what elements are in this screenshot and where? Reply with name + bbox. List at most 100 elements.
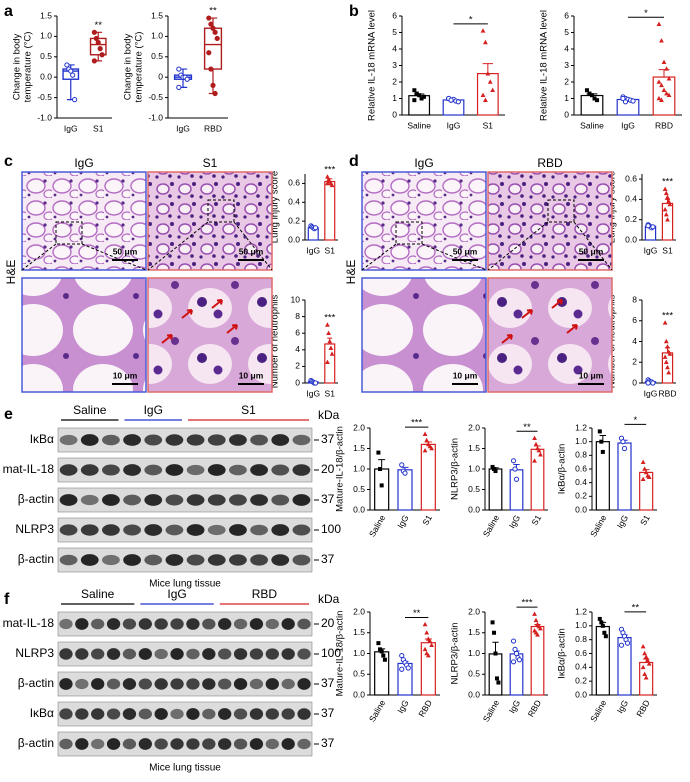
blot-band [102,464,120,476]
zoom-line [487,221,613,271]
point [492,467,497,471]
blot-band [80,524,99,536]
point [212,90,218,97]
x-tick-label: S1 [93,123,104,133]
point [327,338,333,344]
panel-letter: b [349,3,359,20]
point [184,76,190,82]
point [646,661,652,666]
point [640,664,646,670]
y-tick-label: 0 [295,377,300,387]
whisker [178,68,188,88]
point [417,93,422,98]
blot-band [106,618,121,630]
arrow [226,324,238,334]
y-tick-label: -0.5 [37,92,52,102]
y-tick-label: 8 [632,294,637,304]
y-tick-label: 0.6 [625,173,637,183]
blot-band [249,678,264,690]
blot-band [138,738,152,750]
y-tick-label: -1.0 [37,112,52,122]
point [97,46,103,52]
point [532,458,537,463]
arrow [551,299,563,309]
point [490,87,496,93]
point [536,447,542,453]
y-axis-label: temperature (°C) [134,32,145,103]
blot-band [144,494,163,506]
blot-band [292,464,311,476]
blot-band [122,708,137,720]
y-tick-label: -0.5 [148,92,163,102]
blot-band [91,708,105,720]
y-tick-label: 0.0 [575,689,587,699]
zoom-line [147,221,273,271]
sig-label: *** [411,418,422,429]
blot-band [165,434,184,446]
row-label: NLRP3 [15,522,54,536]
point [72,97,78,103]
y-tick-label: 4 [632,336,637,346]
y-tick-label: 1.0 [40,31,52,41]
blot-band [106,648,121,660]
blot-band [59,434,78,446]
bar [397,469,413,511]
group-label: S1 [241,403,256,417]
bar [476,72,499,116]
blot-band [75,678,89,690]
sig-label: ** [209,6,217,17]
blot-band [106,708,121,720]
y-tick-label: 0.8 [575,450,587,460]
blot-band [250,464,268,476]
y-axis-label: temperature (°C) [23,32,34,103]
sig-label: *** [662,310,673,321]
y-tick-label: 2 [295,361,300,371]
y-tick-label: 2.0 [353,606,365,616]
bar [661,202,674,241]
row-label: mat-IL-18 [3,462,55,476]
blot-band [207,464,226,476]
unit-label: kDa [318,592,340,606]
blot-band [165,464,184,476]
sig-label: *** [324,312,335,323]
row-label: β-actin [18,736,54,750]
x-tick-label: IgG [615,698,631,715]
blot-band [80,464,99,476]
panel-letter: f [4,591,10,608]
x-tick-label: IgG [507,698,523,715]
y-tick-label: 3 [564,60,569,70]
point [493,469,498,474]
point [622,99,629,105]
point [412,88,417,93]
point [584,88,589,93]
y-tick-label: 0.4 [575,477,587,487]
point [490,464,495,469]
point [533,617,539,623]
y-tick-label: 6 [564,10,569,20]
arrow [211,299,223,309]
blot-band [202,738,216,750]
point [513,650,520,657]
point [399,666,405,672]
y-axis-label: Mature-IL-18/β-actin [335,611,346,697]
blot-band [218,708,232,720]
x-tick-label: Saline [367,513,388,539]
blot-band [207,524,226,536]
row-label: β-actin [18,676,54,690]
x-tick-label: IgG [644,245,658,255]
point [662,354,668,359]
y-tick-label: 0.0 [288,234,300,244]
blot-band [297,708,311,720]
bar [408,95,431,116]
blot-band [281,618,295,630]
point [597,429,602,434]
group-label: RBD [252,587,278,601]
y-axis-label: IκBα/β-actin [557,628,568,679]
point [661,59,667,64]
y-axis-label: Change in body [12,33,23,100]
point [214,35,220,42]
blot-band [297,618,311,630]
y-tick-label: 0.4 [575,662,587,672]
blot-band [250,554,268,566]
point [600,623,605,628]
